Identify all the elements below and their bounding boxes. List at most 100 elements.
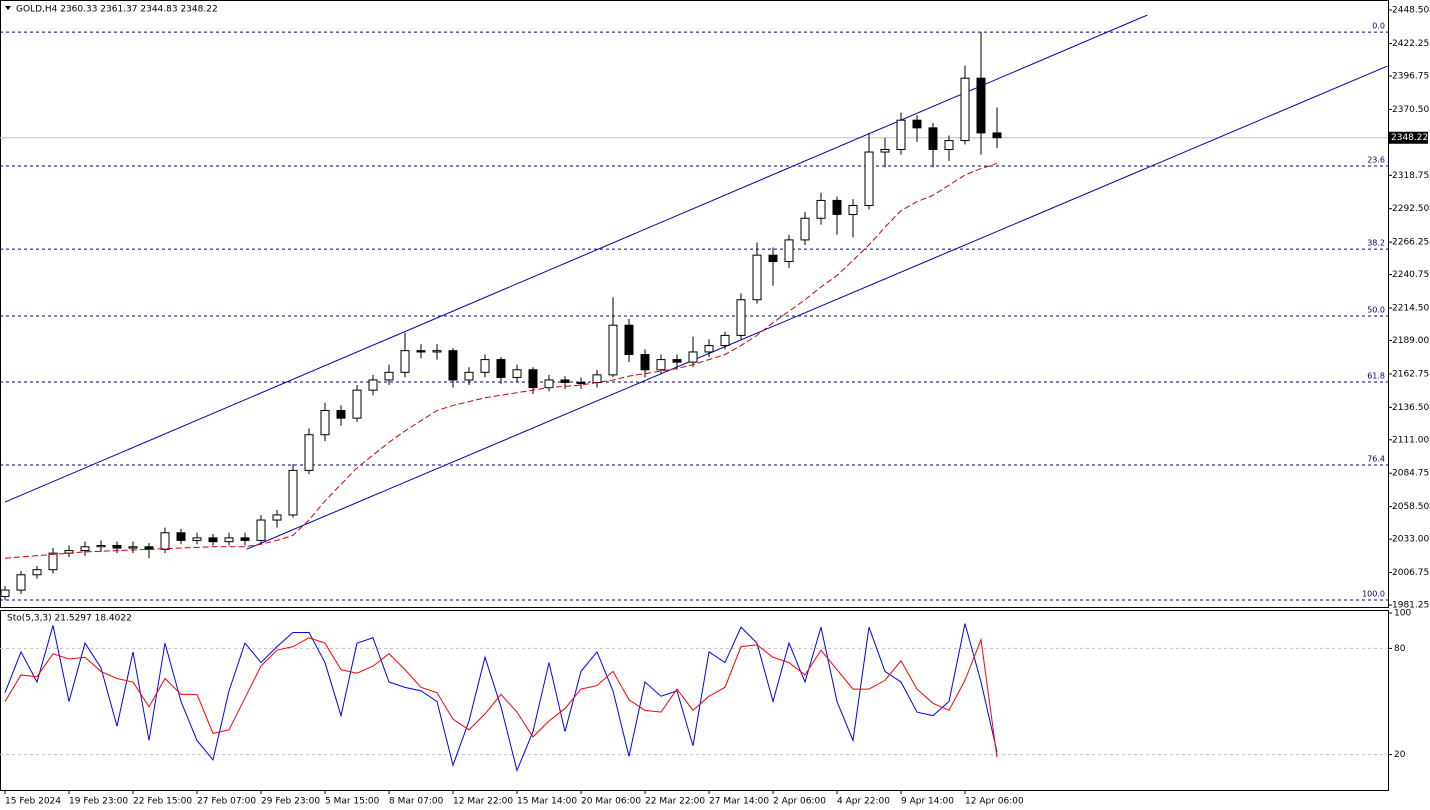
candle-body [976,77,986,134]
candle-body [624,324,634,355]
trendline [4,14,1148,503]
candle-body [848,205,858,215]
candle-body [880,148,890,153]
y-tick-label: 2162.75 [1392,369,1429,379]
candle-body [496,359,506,378]
x-tick-label: 15 Feb 2024 [5,797,61,807]
candle-body [816,199,826,219]
candle-body [448,350,458,381]
menu-arrow [5,6,11,10]
candle-body [80,546,90,552]
y-tick-label: 2006.75 [1392,568,1429,578]
candle-body [544,379,554,389]
candle-body [0,589,10,597]
fibo-label: 23.6 [1367,156,1385,165]
candle-body [480,359,490,373]
candle-body [944,140,954,150]
candle-body [704,345,714,353]
candle-body [608,324,618,376]
stoch-pane-border [0,610,1389,791]
candle-body [672,359,682,363]
indicator-title: Sto(5,3,3) 21.5297 18.4022 [7,614,132,624]
candle-body [592,374,602,384]
y-tick-label: 2266.25 [1392,238,1429,248]
y-tick-label: 2033.00 [1392,535,1429,545]
last-price-label: 2348.22 [1391,133,1428,143]
y-tick-label: 2240.75 [1392,270,1429,280]
candle-body [560,379,570,384]
candle-body [864,151,874,207]
candle-body [128,546,138,549]
stochastic-line [4,637,998,758]
y-tick-label: 2448.50 [1392,6,1429,16]
y-tick-label: 100 [1394,609,1411,619]
x-tick-label: 12 Mar 22:00 [453,797,513,807]
x-tick-label: 5 Mar 15:00 [325,797,380,807]
x-tick-label: 29 Feb 23:00 [261,797,320,807]
candle-body [32,569,42,576]
candle-body [176,532,186,541]
candle-body [352,389,362,419]
candle-body [928,127,938,150]
candle-body [640,353,650,371]
x-tick-label: 27 Mar 14:00 [709,797,769,807]
candle-body [400,350,410,373]
fibo-label: 38.2 [1367,239,1385,248]
x-tick-label: 19 Feb 23:00 [69,797,128,807]
y-tick-label: 2318.75 [1392,171,1429,181]
x-tick-label: 22 Mar 22:00 [645,797,705,807]
y-tick-label: 2111.00 [1392,435,1429,445]
fibo-label: 0.0 [1372,22,1385,31]
candle-body [320,410,330,436]
x-tick-label: 2 Apr 06:00 [773,797,826,807]
candle-body [288,469,298,516]
candle-body [96,544,106,548]
y-tick-label: 2136.50 [1392,403,1429,413]
candle-body [992,132,1002,139]
moving-average [4,163,998,559]
last-price-box [1388,131,1428,144]
candle-body [240,537,250,541]
fibo-label: 76.4 [1367,455,1385,464]
candle-body [208,537,218,543]
fibo-label: 50.0 [1367,306,1385,315]
candle-body [464,371,474,381]
candle-body [752,254,762,301]
chart-title: GOLD,H4 2360.33 2361.37 2344.83 2348.22 [16,5,218,15]
x-tick-label: 15 Mar 14:00 [517,797,577,807]
candle-body [656,359,666,371]
y-tick-label: 80 [1394,644,1406,654]
x-tick-label: 22 Feb 15:00 [133,797,192,807]
candle-body [432,350,442,353]
candle-body [832,199,842,215]
candle-body [736,299,746,336]
stochastic-line [4,623,998,773]
x-tick-label: 4 Apr 22:00 [837,797,890,807]
candle-body [272,514,282,521]
candle-body [48,552,58,571]
candle-body [528,369,538,389]
candle-body [960,77,970,142]
y-tick-label: 1981.25 [1392,601,1429,611]
candle-body [912,119,922,129]
candle-body [512,369,522,378]
fibo-label: 100.0 [1362,589,1385,598]
x-tick-label: 27 Feb 07:00 [197,797,256,807]
candle-body [576,382,586,385]
candle-body [256,519,266,541]
candle-body [224,537,234,543]
candle-body [720,334,730,347]
x-tick-label: 20 Mar 06:00 [581,797,641,807]
candle-body [688,351,698,363]
x-tick-label: 8 Mar 07:00 [389,797,444,807]
candle-body [160,532,170,550]
y-tick-label: 2189.00 [1392,336,1429,346]
candle-body [784,239,794,263]
y-tick-label: 2084.75 [1392,469,1429,479]
candle-body [800,217,810,241]
y-tick-label: 2292.50 [1392,204,1429,214]
trendline [246,65,1388,550]
candle-body [896,119,906,150]
